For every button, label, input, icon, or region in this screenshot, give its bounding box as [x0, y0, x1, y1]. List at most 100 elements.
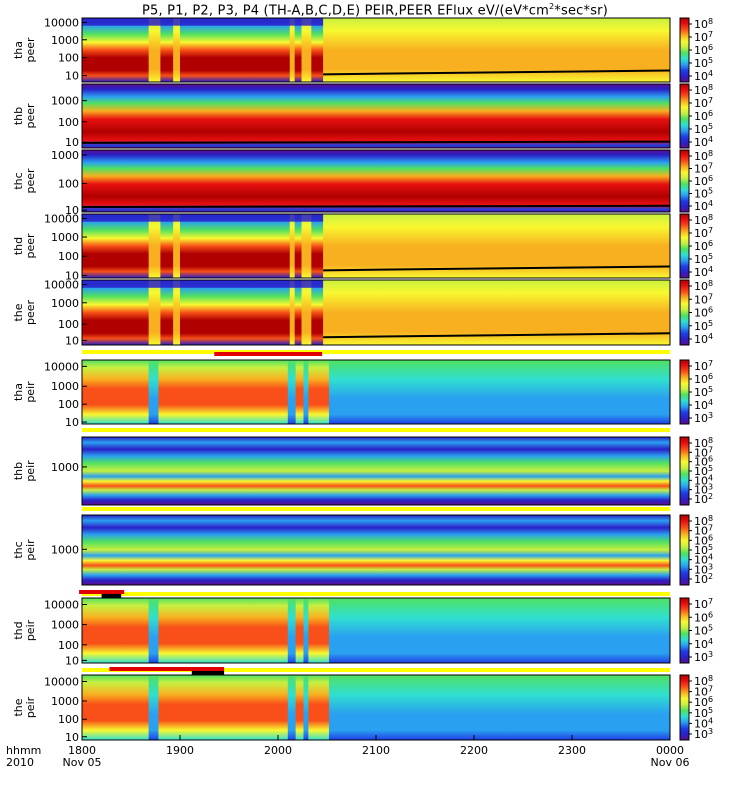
- heatmap-segment: [303, 598, 309, 663]
- cbar-tick-label: 108: [694, 83, 713, 97]
- status-flags-group: [79, 350, 670, 675]
- flag-black: [191, 671, 225, 675]
- ytick-label: 1000: [51, 380, 79, 393]
- cbar-tick-label: 104: [694, 265, 713, 279]
- cbar-tick-label: 107: [694, 30, 713, 44]
- heatmap-segment: [82, 280, 324, 288]
- heatmap-segment: [82, 214, 150, 278]
- sc-potential-line: [81, 204, 671, 209]
- xtick-label: 0000: [656, 744, 684, 757]
- cbar-tick-label: 104: [694, 637, 713, 651]
- cbar-tick-label: 106: [694, 306, 713, 320]
- panel-ylabel: thepeer: [12, 300, 37, 326]
- heatmap-segment: [301, 18, 312, 82]
- colorbar: [679, 213, 690, 279]
- flag-red: [109, 667, 225, 671]
- heatmap-segment: [82, 18, 150, 82]
- ylabel-line: the: [12, 303, 25, 321]
- ylabel-line: peer: [24, 300, 37, 326]
- ylabel-line: thc: [12, 172, 25, 189]
- heatmap-segment: [82, 515, 671, 585]
- colorbar: [679, 83, 690, 149]
- ylabel-line: tha: [12, 383, 25, 401]
- panel-frame: [81, 279, 671, 346]
- heatmap-segment: [295, 360, 304, 424]
- heatmap-segment: [160, 18, 174, 82]
- cbar-tick-label: 105: [694, 56, 713, 70]
- colorbar: [679, 279, 690, 346]
- cbar-tick-label: 102: [694, 572, 713, 586]
- heatmap-segment: [158, 598, 289, 663]
- cbar-tick-label: 108: [694, 213, 713, 227]
- heatmap-segment: [82, 280, 150, 345]
- heatmap-segment: [289, 18, 296, 82]
- cbar-tick-label: 105: [694, 252, 713, 266]
- colorbar: [679, 597, 690, 664]
- sc-potential-line: [81, 140, 671, 144]
- colorbar: [679, 436, 690, 506]
- cbar-tick-label: 104: [694, 398, 713, 412]
- heatmap-segment: [311, 18, 324, 82]
- ytick-label: 10000: [44, 599, 79, 612]
- ytick-label: 10000: [44, 279, 79, 292]
- ytick-label: 10: [65, 731, 79, 744]
- ytick-label: 100: [58, 713, 79, 726]
- sc-potential-line: [323, 265, 671, 272]
- panel-frame: [81, 514, 671, 586]
- heatmap-segment: [311, 214, 324, 278]
- ytick-label: 1000: [51, 95, 79, 108]
- ytick-label: 1000: [51, 34, 79, 47]
- panel-frame: [81, 83, 671, 149]
- ytick-label: 10: [65, 204, 79, 217]
- cbar-tick-label: 107: [694, 359, 713, 373]
- flag-yellow: [82, 507, 670, 511]
- ytick-label: 10: [65, 269, 79, 282]
- heatmap-segment: [173, 280, 181, 345]
- heatmap-segment: [301, 214, 312, 278]
- heatmap-segment: [328, 675, 671, 740]
- flag-yellow: [82, 350, 670, 354]
- cbar-tick-label: 106: [694, 610, 713, 624]
- heatmap-segment: [294, 18, 303, 82]
- heatmap-segment: [148, 598, 159, 663]
- panel-ylabel: thcpeir: [12, 539, 37, 561]
- heatmap-segment: [173, 214, 181, 278]
- panel-ylabel: thapeir: [12, 381, 37, 403]
- cbar-tick-label: 104: [694, 135, 713, 149]
- ytick-label: 100: [58, 398, 79, 411]
- cbar-tick-label: 104: [694, 199, 713, 213]
- colorbar: [679, 359, 690, 425]
- heatmap-segment: [287, 598, 297, 663]
- cbar-tick-label: 102: [694, 492, 713, 506]
- ylabel-line: thc: [12, 541, 25, 558]
- heatmap-segment: [82, 150, 671, 212]
- ytick-label: 10000: [44, 212, 79, 225]
- xtick-label: 1900: [166, 744, 194, 757]
- ytick-label: 1000: [51, 149, 79, 162]
- panel-ylabel: thbpeir: [12, 460, 37, 482]
- heatmap-segment: [295, 675, 304, 740]
- ytick-label: 10: [65, 334, 79, 347]
- heatmap-segment: [308, 360, 330, 424]
- heatmap-segment: [301, 280, 312, 345]
- heatmap-segment: [148, 675, 159, 740]
- heatmap-segment: [328, 598, 671, 663]
- ylabel-line: thb: [12, 462, 25, 480]
- heatmap-segment: [173, 18, 181, 82]
- heatmap-segment: [148, 18, 161, 82]
- cbar-tick-label: 105: [694, 122, 713, 136]
- ytick-label: 10000: [44, 16, 79, 29]
- ylabel-line: peir: [24, 539, 37, 561]
- ytick-label: 100: [58, 318, 79, 331]
- chart-title: P5, P1, P2, P3, P4 (TH-A,B,C,D,E) PEIR,P…: [142, 2, 608, 19]
- heatmap-segment: [328, 360, 671, 424]
- panel-ylabel: thapeer: [12, 37, 37, 63]
- ylabel-line: peer: [24, 233, 37, 259]
- ylabel-line: peir: [24, 460, 37, 482]
- ytick-label: 1000: [51, 461, 79, 474]
- panel-ylabel: thdpeir: [12, 619, 37, 641]
